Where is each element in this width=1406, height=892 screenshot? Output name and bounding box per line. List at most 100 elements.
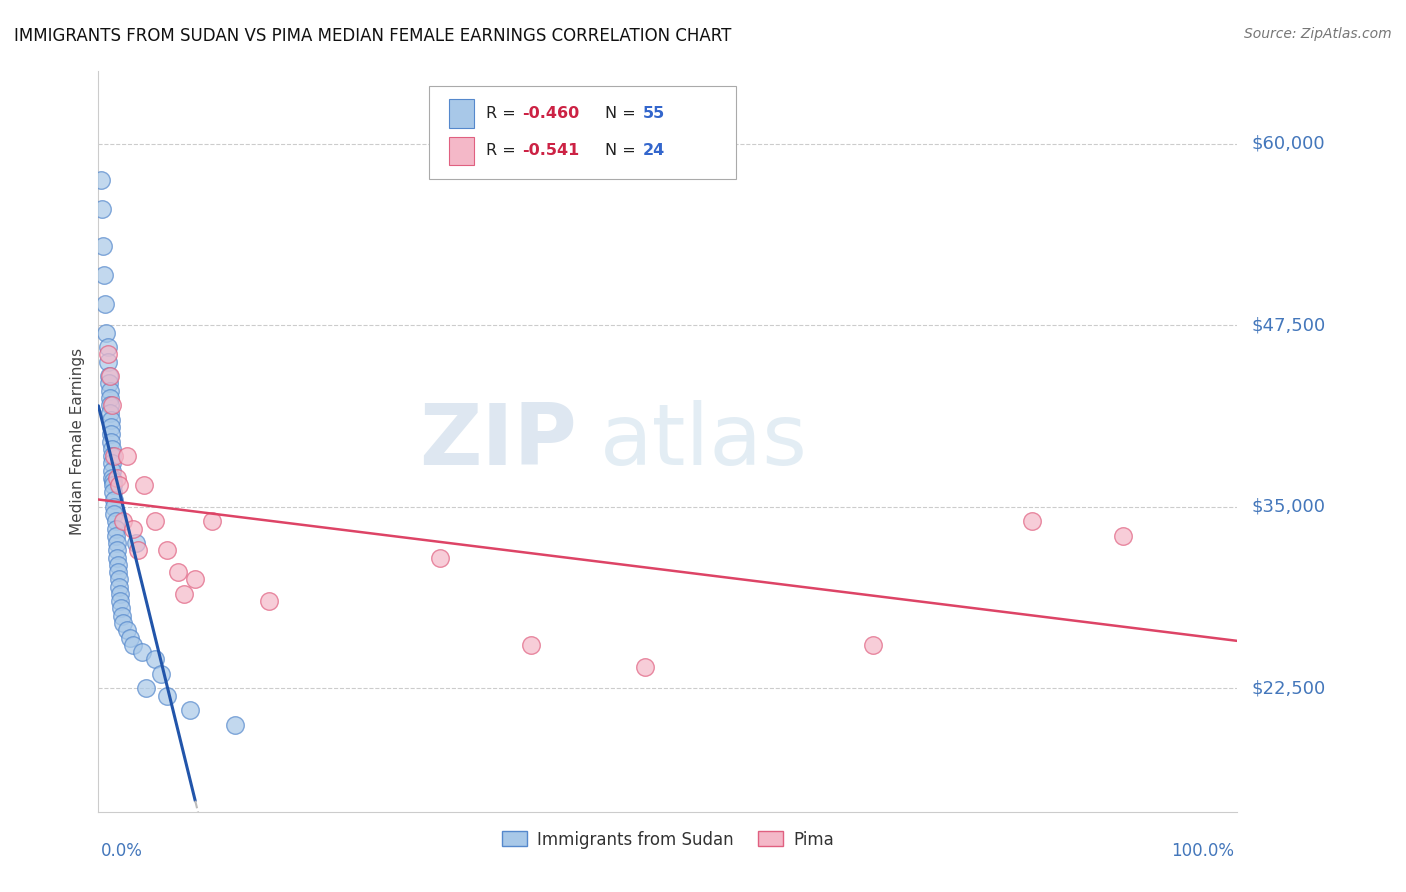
Point: [112, 515, 135, 529]
Point: [127, 543, 149, 558]
Text: $22,500: $22,500: [1251, 680, 1326, 698]
Point: [91, 238, 114, 252]
Point: [90, 202, 112, 217]
Point: [97, 369, 120, 384]
Text: 55: 55: [643, 106, 665, 121]
Y-axis label: Median Female Earnings: Median Female Earnings: [70, 348, 86, 535]
Text: ZIP: ZIP: [419, 400, 576, 483]
Point: [105, 550, 128, 565]
Point: [115, 624, 138, 638]
Point: [98, 391, 121, 405]
Point: [121, 522, 143, 536]
Point: [132, 478, 155, 492]
Point: [96, 326, 118, 340]
Point: [103, 500, 125, 514]
Legend: Immigrants from Sudan, Pima: Immigrants from Sudan, Pima: [495, 824, 841, 855]
Point: [131, 645, 153, 659]
Point: [96, 347, 118, 361]
Point: [104, 522, 127, 536]
Point: [429, 550, 451, 565]
Point: [224, 717, 246, 731]
Point: [98, 384, 121, 398]
Point: [103, 474, 125, 488]
Point: [104, 515, 127, 529]
Point: [101, 449, 124, 463]
Point: [173, 587, 195, 601]
Text: N =: N =: [605, 143, 641, 158]
Point: [156, 689, 179, 703]
Point: [201, 515, 224, 529]
Point: [101, 456, 124, 470]
Point: [634, 659, 657, 673]
Point: [108, 478, 131, 492]
Point: [105, 543, 128, 558]
Text: R =: R =: [485, 143, 520, 158]
Text: R =: R =: [485, 106, 520, 121]
Point: [150, 666, 173, 681]
Point: [108, 580, 131, 594]
Point: [184, 573, 207, 587]
Point: [97, 376, 120, 391]
Point: [103, 449, 125, 463]
Text: N =: N =: [605, 106, 641, 121]
Text: -0.460: -0.460: [522, 106, 579, 121]
Text: $60,000: $60,000: [1251, 135, 1324, 153]
Point: [98, 369, 121, 384]
Point: [100, 434, 122, 449]
Text: 100.0%: 100.0%: [1171, 842, 1234, 860]
Point: [96, 340, 118, 354]
FancyBboxPatch shape: [429, 87, 737, 178]
Point: [108, 594, 131, 608]
Point: [167, 565, 190, 579]
Point: [98, 405, 121, 419]
Point: [94, 296, 117, 310]
Point: [120, 631, 142, 645]
Point: [98, 398, 121, 412]
Point: [115, 449, 138, 463]
Text: 0.0%: 0.0%: [101, 842, 143, 860]
Point: [105, 471, 128, 485]
Point: [107, 558, 129, 572]
Point: [259, 594, 281, 608]
Point: [110, 601, 132, 615]
Point: [145, 652, 167, 666]
Point: [101, 398, 124, 412]
Point: [103, 478, 125, 492]
Point: [520, 638, 543, 652]
Point: [156, 543, 179, 558]
Point: [1021, 515, 1043, 529]
Point: [121, 638, 143, 652]
Point: [100, 427, 122, 442]
Point: [862, 638, 884, 652]
Point: [112, 615, 135, 630]
Point: [111, 608, 134, 623]
Point: [101, 464, 124, 478]
Point: [93, 268, 115, 282]
Point: [1112, 529, 1135, 543]
Point: [100, 413, 122, 427]
Point: [107, 565, 129, 579]
Point: [179, 703, 201, 717]
Point: [105, 536, 128, 550]
Text: IMMIGRANTS FROM SUDAN VS PIMA MEDIAN FEMALE EARNINGS CORRELATION CHART: IMMIGRANTS FROM SUDAN VS PIMA MEDIAN FEM…: [14, 27, 731, 45]
Point: [96, 354, 118, 368]
Text: $35,000: $35,000: [1251, 498, 1326, 516]
Point: [100, 420, 122, 434]
Text: 24: 24: [643, 143, 665, 158]
Point: [125, 536, 148, 550]
Point: [108, 587, 131, 601]
Text: Source: ZipAtlas.com: Source: ZipAtlas.com: [1244, 27, 1392, 41]
Point: [104, 529, 127, 543]
Point: [135, 681, 157, 696]
Point: [103, 485, 125, 500]
Point: [101, 471, 124, 485]
Text: -0.541: -0.541: [522, 143, 579, 158]
Point: [101, 442, 124, 456]
Point: [90, 173, 112, 187]
Point: [108, 573, 131, 587]
Point: [145, 515, 167, 529]
FancyBboxPatch shape: [449, 100, 474, 128]
Text: atlas: atlas: [599, 400, 807, 483]
Point: [103, 492, 125, 507]
Point: [103, 507, 125, 521]
